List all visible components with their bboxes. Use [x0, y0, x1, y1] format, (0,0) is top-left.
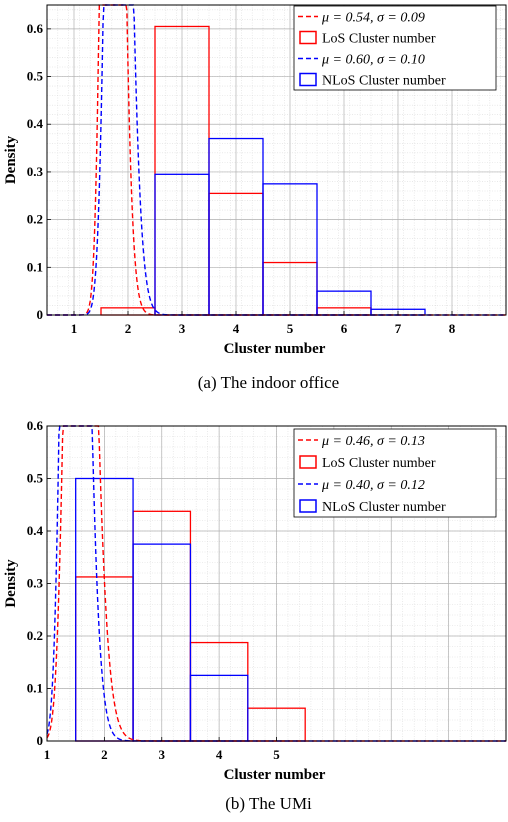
x-tick-label: 5: [287, 321, 294, 336]
x-axis-label: Cluster number: [224, 767, 326, 783]
y-tick-label: 0.2: [27, 212, 43, 227]
legend-box: [293, 5, 497, 91]
x-tick-label: 4: [216, 747, 223, 762]
legend-swatch-box: [299, 72, 317, 87]
subfigure-caption: (b) The UMi: [225, 794, 312, 813]
legend-entry: LoS Cluster number: [322, 32, 436, 47]
x-tick-label: 7: [395, 321, 402, 336]
y-tick-label: 0.1: [27, 259, 43, 274]
x-tick-label: 2: [101, 747, 108, 762]
y-tick-label: 0.4: [27, 523, 44, 538]
y-tick-label: 0.3: [27, 164, 44, 179]
subfigure-caption: (a) The indoor office: [198, 373, 339, 392]
x-tick-label: 8: [449, 321, 456, 336]
y-tick-label: 0.5: [27, 471, 44, 486]
x-tick-label: 3: [179, 321, 186, 336]
y-tick-label: 0: [37, 733, 44, 748]
legend-swatch-box: [299, 30, 317, 45]
y-tick-label: 0.4: [27, 116, 44, 131]
y-axis-label: Density: [3, 559, 19, 608]
y-axis-label: Density: [3, 135, 19, 184]
legend: μ = 0.46, σ = 0.13 LoS Cluster number μ = …: [293, 428, 497, 518]
legend-entry: NLoS Cluster number: [322, 500, 446, 515]
y-tick-label: 0.6: [27, 21, 44, 36]
y-tick-label: 0.6: [27, 418, 44, 433]
y-tick-label: 0.5: [27, 69, 44, 84]
x-tick-label: 1: [44, 747, 51, 762]
chart-2: 1 2 3 4 5 0 0.1 0.2 0.3 0.4 0.5 0.6 Cluster number De…: [3, 418, 507, 813]
legend-entry: μ = 0.54, σ = 0.09: [321, 11, 425, 26]
y-tick-label: 0.1: [27, 681, 43, 696]
legend-entry: LoS Cluster number: [322, 456, 436, 471]
chart-1: 1 2 3 4 5 6 7 8 0 0.1 0.2 0.3 0.4 0.5 0.6 Cluster numbe…: [3, 4, 507, 392]
legend-swatch-box: [299, 499, 317, 513]
legend: μ = 0.54, σ = 0.09 LoS Cluster number μ = …: [293, 5, 497, 91]
x-tick-label: 1: [71, 321, 78, 336]
axes-box: [46, 4, 507, 316]
x-tick-label: 4: [233, 321, 240, 336]
legend-box: [293, 428, 497, 518]
legend-entry: NLoS Cluster number: [322, 74, 446, 89]
x-axis-label: Cluster number: [224, 341, 326, 357]
x-tick-label: 6: [341, 321, 348, 336]
x-tick-label: 3: [159, 747, 166, 762]
y-tick-label: 0: [37, 307, 44, 322]
y-tick-label: 0.2: [27, 628, 43, 643]
x-tick-label: 2: [125, 321, 132, 336]
legend-entry: μ = 0.40, σ = 0.12: [321, 478, 425, 493]
legend-entry: μ = 0.60, σ = 0.10: [321, 53, 425, 68]
legend-swatch-box: [299, 455, 317, 469]
y-tick-label: 0.3: [27, 576, 44, 591]
x-tick-label: 5: [273, 747, 280, 762]
legend-entry: μ = 0.46, σ = 0.13: [321, 434, 425, 449]
